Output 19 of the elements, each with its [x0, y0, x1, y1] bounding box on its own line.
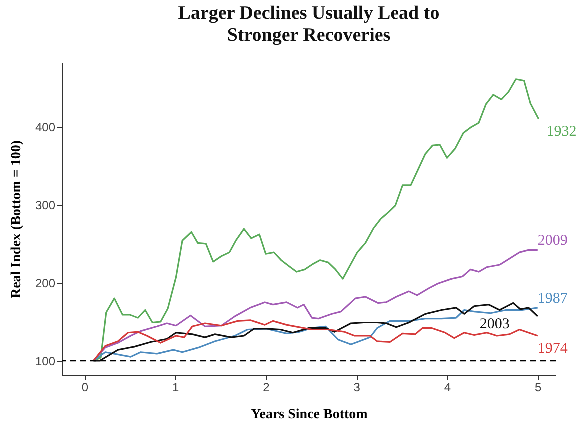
x-tick-label: 2 [263, 380, 270, 394]
series-label: 1987 [538, 290, 568, 307]
y-tick-label: 100 [35, 354, 56, 368]
series-label: 2009 [538, 233, 568, 250]
y-tick-label: 200 [35, 276, 56, 290]
x-tick-label: 3 [354, 380, 361, 394]
line-series [92, 320, 539, 362]
x-tick-label: 0 [82, 380, 89, 394]
y-axis-title: Real Index (Bottom = 100) [9, 140, 24, 299]
y-tick-label: 300 [35, 198, 56, 212]
series-label: 1974 [538, 341, 568, 357]
series-label: 2003 [480, 316, 510, 332]
x-tick-label: 1 [172, 380, 180, 394]
x-axis-title: Years Since Bottom [251, 408, 368, 422]
x-tick-label: 5 [535, 380, 542, 394]
y-tick-label: 400 [35, 120, 56, 134]
series-label: 1932 [546, 124, 577, 140]
x-tick-label: 4 [444, 380, 452, 394]
chart-title: Larger Declines Usually Lead to Stronger Recoveries [178, 3, 440, 46]
